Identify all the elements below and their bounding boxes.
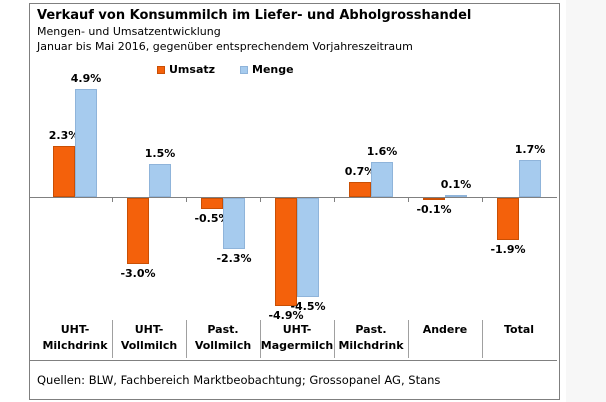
category-separator — [408, 320, 409, 358]
bar-menge-7 — [519, 160, 541, 197]
plot-area: 2.3% 4.9% -3.0% 1.5% -0.5% -2.3% -4.9% -4.5% 0.7… — [30, 72, 557, 323]
chart-container: Verkauf von Konsummilch im Liefer- und A… — [29, 3, 560, 400]
bar-umsatz-4 — [275, 198, 297, 306]
axis-tick — [186, 198, 187, 202]
bar-umsatz-2 — [127, 198, 149, 264]
page-background-strip — [566, 0, 606, 402]
chart-subtitle-line2: Januar bis Mai 2016, gegenüber entsprech… — [37, 40, 413, 53]
category-label-line: UHT- — [60, 323, 90, 336]
legend-item-umsatz: Umsatz — [157, 63, 215, 76]
category-label-line: Andere — [422, 323, 468, 336]
category-label-line: Past. — [355, 323, 387, 336]
bar-value-label: -3.0% — [120, 267, 156, 280]
bar-value-label: 1.6% — [366, 145, 398, 158]
bar-value-label: -1.9% — [490, 243, 526, 256]
bar-umsatz-3 — [201, 198, 223, 209]
legend-item-menge: Menge — [240, 63, 294, 76]
bar-value-label: -2.3% — [216, 252, 252, 265]
category-label-line: Milchdrink — [42, 339, 108, 352]
category-label-line: UHT- — [134, 323, 164, 336]
category-label-line: Vollmilch — [194, 339, 252, 352]
axis-tick — [260, 198, 261, 202]
category-label-2: UHT- Vollmilch — [112, 322, 186, 354]
bar-menge-5 — [371, 162, 393, 197]
category-separator — [112, 320, 113, 358]
source-text: Quellen: BLW, Fachbereich Marktbeobachtu… — [37, 373, 441, 387]
bar-value-label: -4.5% — [290, 300, 326, 313]
bar-value-label: -0.1% — [416, 203, 452, 216]
axis-tick — [334, 198, 335, 202]
bar-value-label: 4.9% — [70, 72, 102, 85]
bar-value-label: 0.7% — [344, 165, 376, 178]
bar-value-label: -0.5% — [194, 212, 230, 225]
category-separator — [260, 320, 261, 358]
category-label-3: Past. Vollmilch — [186, 322, 260, 354]
bar-menge-6 — [445, 195, 467, 197]
category-label-line: Vollmilch — [120, 339, 178, 352]
bar-umsatz-7 — [497, 198, 519, 240]
category-label-line: UHT- — [282, 323, 312, 336]
legend-swatch-umsatz-icon — [157, 65, 165, 74]
zero-axis-line — [30, 197, 557, 198]
axis-tick — [112, 198, 113, 202]
category-label-line: Milchdrink — [338, 339, 404, 352]
legend-swatch-menge-icon — [240, 65, 248, 74]
bar-value-label: 2.3% — [48, 129, 80, 142]
chart-subtitle-line1: Mengen- und Umsatzentwicklung — [37, 25, 221, 38]
bar-menge-1 — [75, 89, 97, 197]
bar-menge-3 — [223, 198, 245, 249]
category-label-line: Total — [503, 323, 535, 336]
legend-label-umsatz: Umsatz — [169, 63, 216, 76]
category-label-line: Magermilch — [260, 339, 334, 352]
category-axis: UHT- Milchdrink UHT- Vollmilch Past. Vollmilc… — [30, 320, 557, 360]
category-separator — [186, 320, 187, 358]
category-label-line: Past. — [207, 323, 239, 336]
chart-title: Verkauf von Konsummilch im Liefer- und A… — [37, 8, 472, 23]
category-label-6: Andere — [408, 322, 482, 338]
category-separator — [482, 320, 483, 358]
axis-tick — [408, 198, 409, 202]
category-label-7: Total — [482, 322, 556, 338]
bar-value-label: 0.1% — [440, 178, 472, 191]
bar-menge-4 — [297, 198, 319, 297]
bar-menge-2 — [149, 164, 171, 197]
legend-label-menge: Menge — [252, 63, 294, 76]
category-axis-bottom-rule — [30, 360, 557, 361]
category-label-1: UHT- Milchdrink — [38, 322, 112, 354]
bar-umsatz-5 — [349, 182, 371, 197]
category-separator — [334, 320, 335, 358]
bar-value-label: 1.5% — [144, 147, 176, 160]
axis-tick — [482, 198, 483, 202]
bar-umsatz-6 — [423, 198, 445, 200]
bar-value-label: -4.9% — [268, 309, 304, 322]
category-label-5: Past. Milchdrink — [334, 322, 408, 354]
bar-umsatz-1 — [53, 146, 75, 197]
category-label-4: UHT- Magermilch — [260, 322, 334, 354]
bar-value-label: 1.7% — [514, 143, 546, 156]
